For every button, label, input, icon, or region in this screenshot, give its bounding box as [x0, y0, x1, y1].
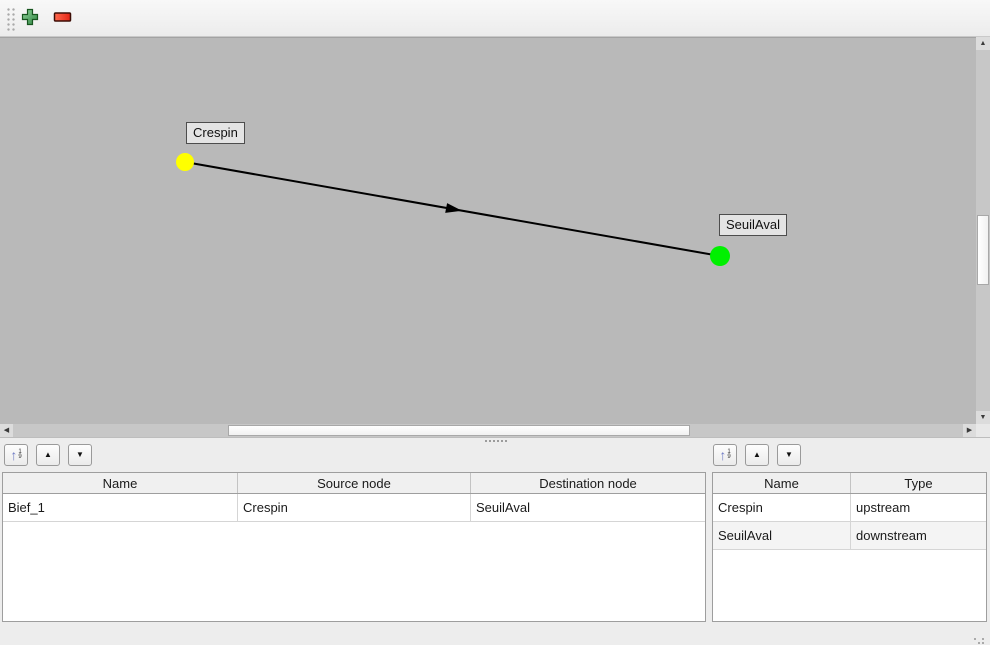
move-up-button[interactable]: ▲ [36, 444, 60, 466]
nodes-toolbar: ↑ 1 9 ▲ ▼ [713, 444, 801, 466]
splitter-grip-icon [484, 440, 508, 442]
horizontal-scrollbar-thumb[interactable] [228, 425, 690, 436]
sort-ascending-icon: ↑ 1 9 [719, 447, 731, 463]
resize-grip-icon[interactable] [974, 638, 976, 640]
scroll-right-icon[interactable]: ▶ [963, 424, 976, 437]
vertical-scrollbar-thumb[interactable] [977, 215, 989, 285]
horizontal-scrollbar[interactable]: ◀ ▶ [0, 424, 976, 437]
node-crespin[interactable] [176, 153, 194, 171]
column-header-destination-node[interactable]: Destination node [539, 475, 637, 491]
node-label-crespin: Crespin [186, 122, 245, 144]
scroll-down-icon[interactable]: ▼ [976, 411, 990, 424]
table-row[interactable]: Crespin upstream [713, 494, 986, 522]
sort-ascending-icon: ↑ 1 9 [10, 447, 22, 463]
nodes-table: Name Type Crespin upstream SeuilAval dow… [712, 472, 987, 622]
cell-type[interactable]: downstream [856, 528, 927, 543]
column-header-name[interactable]: Name [713, 473, 851, 493]
cell-name[interactable]: SeuilAval [713, 522, 851, 549]
remove-button[interactable] [50, 5, 76, 31]
move-down-button[interactable]: ▼ [68, 444, 92, 466]
node-label-seuilaval: SeuilAval [719, 214, 787, 236]
plus-icon [21, 8, 39, 29]
reaches-toolbar: ↑ 1 9 ▲ ▼ [4, 444, 92, 466]
nodes-table-header: Name Type [713, 473, 986, 494]
network-graph [176, 153, 730, 266]
cell-name[interactable]: Crespin [713, 494, 851, 521]
vertical-scrollbar[interactable]: ▲ ▼ [976, 37, 990, 424]
network-canvas-pane: Crespin SeuilAval ▲ ▼ ◀ ▶ [0, 37, 990, 437]
scrollbar-corner [976, 424, 990, 437]
table-row[interactable]: SeuilAval downstream [713, 522, 986, 550]
down-triangle-icon: ▼ [76, 450, 84, 459]
cell-destination-node[interactable]: SeuilAval [476, 500, 530, 515]
cell-type[interactable]: upstream [856, 500, 911, 515]
reaches-panel: ↑ 1 9 ▲ ▼ Name Source node [0, 444, 709, 622]
add-button[interactable] [17, 5, 43, 31]
edge-arrowhead-icon [445, 203, 462, 213]
tables-section: ↑ 1 9 ▲ ▼ Name Source node [0, 444, 990, 622]
network-canvas[interactable]: Crespin SeuilAval [0, 37, 976, 424]
main-toolbar [0, 0, 990, 37]
sort-button[interactable]: ↑ 1 9 [713, 444, 737, 466]
toolbar-grip-handle[interactable] [6, 7, 15, 31]
scroll-left-icon[interactable]: ◀ [0, 424, 13, 437]
node-seuilaval[interactable] [710, 246, 730, 266]
scroll-up-icon[interactable]: ▲ [976, 37, 990, 50]
up-triangle-icon: ▲ [753, 450, 761, 459]
reaches-table-header: Name Source node Destination node [3, 473, 705, 494]
status-bar [0, 622, 990, 645]
cell-source-node[interactable]: Crespin [238, 494, 471, 521]
column-header-name[interactable]: Name [3, 473, 238, 493]
sort-button[interactable]: ↑ 1 9 [4, 444, 28, 466]
column-header-source-node[interactable]: Source node [238, 473, 471, 493]
nodes-panel: ↑ 1 9 ▲ ▼ Name Type [709, 444, 990, 622]
move-down-button[interactable]: ▼ [777, 444, 801, 466]
move-up-button[interactable]: ▲ [745, 444, 769, 466]
cell-name[interactable]: Bief_1 [3, 494, 238, 521]
minus-icon [53, 11, 73, 26]
column-header-type[interactable]: Type [904, 475, 933, 491]
reaches-table: Name Source node Destination node Bief_1… [2, 472, 706, 622]
pane-splitter[interactable] [0, 437, 990, 444]
up-triangle-icon: ▲ [44, 450, 52, 459]
table-row[interactable]: Bief_1 Crespin SeuilAval [3, 494, 705, 522]
down-triangle-icon: ▼ [785, 450, 793, 459]
